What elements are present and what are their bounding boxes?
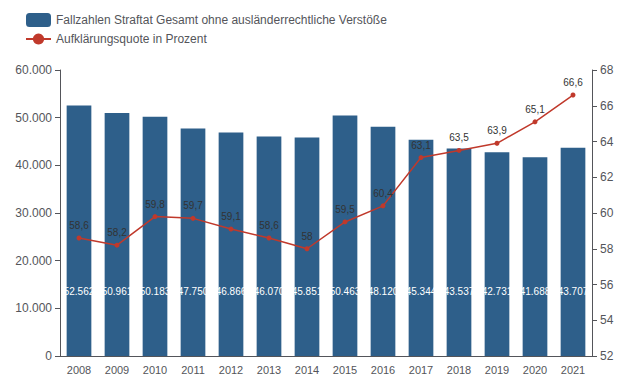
svg-text:64: 64 [600, 135, 614, 149]
svg-text:58: 58 [301, 231, 313, 242]
svg-text:50.183: 50.183 [140, 286, 171, 297]
svg-text:65,1: 65,1 [525, 104, 545, 115]
svg-text:47.750: 47.750 [178, 286, 209, 297]
svg-text:2013: 2013 [257, 364, 281, 376]
svg-text:2017: 2017 [409, 364, 433, 376]
svg-text:63,1: 63,1 [411, 140, 431, 151]
svg-text:2021: 2021 [561, 364, 585, 376]
svg-text:45.344: 45.344 [406, 286, 437, 297]
svg-text:45.851: 45.851 [292, 286, 323, 297]
svg-text:42.731: 42.731 [482, 286, 513, 297]
svg-text:60,4: 60,4 [373, 188, 393, 199]
svg-text:66,6: 66,6 [563, 77, 583, 88]
svg-text:58,6: 58,6 [259, 220, 279, 231]
svg-text:2015: 2015 [333, 364, 357, 376]
svg-text:2016: 2016 [371, 364, 395, 376]
svg-text:43.537: 43.537 [444, 286, 475, 297]
svg-text:54: 54 [600, 313, 614, 327]
svg-text:66: 66 [600, 99, 614, 113]
svg-text:59,7: 59,7 [183, 200, 203, 211]
svg-text:2020: 2020 [523, 364, 547, 376]
svg-text:20.000: 20.000 [15, 254, 52, 268]
svg-text:46.070: 46.070 [254, 286, 285, 297]
svg-text:59,5: 59,5 [335, 204, 355, 215]
svg-text:50.463: 50.463 [330, 286, 361, 297]
svg-text:2012: 2012 [219, 364, 243, 376]
svg-text:48.120: 48.120 [368, 286, 399, 297]
svg-text:2014: 2014 [295, 364, 319, 376]
svg-text:52: 52 [600, 349, 614, 363]
svg-text:58,6: 58,6 [69, 220, 89, 231]
svg-text:63,9: 63,9 [487, 125, 507, 136]
svg-text:50.961: 50.961 [102, 286, 133, 297]
svg-text:Aufklärungsquote in Prozent: Aufklärungsquote in Prozent [56, 32, 207, 46]
svg-text:40.000: 40.000 [15, 158, 52, 172]
svg-text:2011: 2011 [181, 364, 205, 376]
svg-text:58: 58 [600, 242, 614, 256]
svg-text:52.562: 52.562 [64, 286, 95, 297]
svg-text:2019: 2019 [485, 364, 509, 376]
svg-text:2009: 2009 [105, 364, 129, 376]
svg-text:50.000: 50.000 [15, 111, 52, 125]
svg-text:41.688: 41.688 [520, 286, 551, 297]
svg-text:59,8: 59,8 [145, 199, 165, 210]
svg-text:62: 62 [600, 170, 614, 184]
svg-text:56: 56 [600, 278, 614, 292]
svg-text:46.866: 46.866 [216, 286, 247, 297]
svg-text:60: 60 [600, 206, 614, 220]
svg-text:0: 0 [45, 349, 52, 363]
svg-text:58,2: 58,2 [107, 227, 127, 238]
svg-text:30.000: 30.000 [15, 206, 52, 220]
svg-text:2018: 2018 [447, 364, 471, 376]
svg-text:68: 68 [600, 63, 614, 77]
svg-text:Fallzahlen Straftat Gesamt ohn: Fallzahlen Straftat Gesamt ohne auslände… [56, 13, 387, 27]
svg-text:10.000: 10.000 [15, 301, 52, 315]
svg-text:43.707: 43.707 [558, 286, 589, 297]
svg-text:2010: 2010 [143, 364, 167, 376]
svg-text:60.000: 60.000 [15, 63, 52, 77]
svg-text:63,5: 63,5 [449, 132, 469, 143]
svg-text:59,1: 59,1 [221, 211, 241, 222]
svg-text:2008: 2008 [67, 364, 91, 376]
